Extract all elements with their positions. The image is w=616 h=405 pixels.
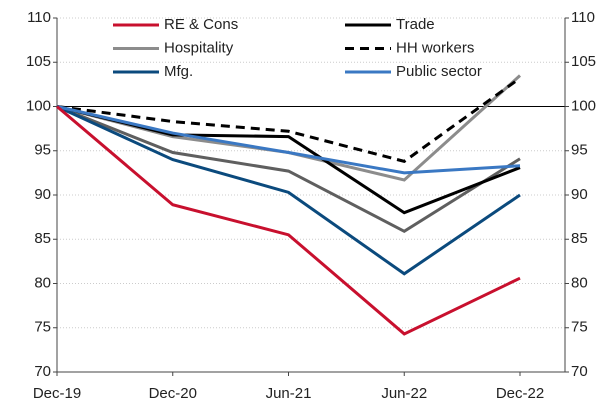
y2-tick-label: 85	[571, 230, 588, 247]
y-tick-label: 100	[26, 97, 51, 114]
series-line	[56, 105, 521, 234]
series-line	[56, 105, 521, 336]
legend-label: Hospitality	[164, 39, 234, 56]
y-tick-label: 85	[34, 230, 51, 247]
legend-label: Mfg.	[164, 63, 193, 80]
y-tick-label: 80	[34, 274, 51, 291]
y2-tick-label: 75	[571, 319, 588, 336]
y2-tick-label: 95	[571, 142, 588, 159]
legend-label: HH workers	[396, 39, 474, 56]
y2-tick-label: 80	[571, 274, 588, 291]
y-tick-label: 70	[34, 363, 51, 380]
series-line	[56, 105, 521, 175]
y2-tick-label: 105	[571, 53, 596, 70]
y-tick-label: 75	[34, 319, 51, 336]
x-tick-label: Jun-21	[266, 385, 312, 402]
x-tick-label: Dec-22	[496, 385, 544, 402]
legend-label: Trade	[396, 16, 435, 33]
legend-label: RE & Cons	[164, 16, 238, 33]
y2-tick-label: 110	[571, 9, 595, 26]
legend-label: Public sector	[396, 63, 482, 80]
series-line	[56, 76, 521, 163]
y-tick-label: 110	[27, 9, 51, 26]
y2-tick-label: 70	[571, 363, 588, 380]
y-tick-label: 105	[26, 53, 51, 70]
y2-tick-label: 100	[571, 97, 596, 114]
y-tick-label: 95	[34, 142, 51, 159]
x-tick-label: Dec-20	[149, 385, 197, 402]
x-tick-label: Jun-22	[381, 385, 427, 402]
y-tick-label: 90	[34, 186, 51, 203]
series-line	[56, 105, 521, 276]
y2-tick-label: 90	[571, 186, 588, 203]
x-tick-label: Dec-19	[33, 385, 81, 402]
